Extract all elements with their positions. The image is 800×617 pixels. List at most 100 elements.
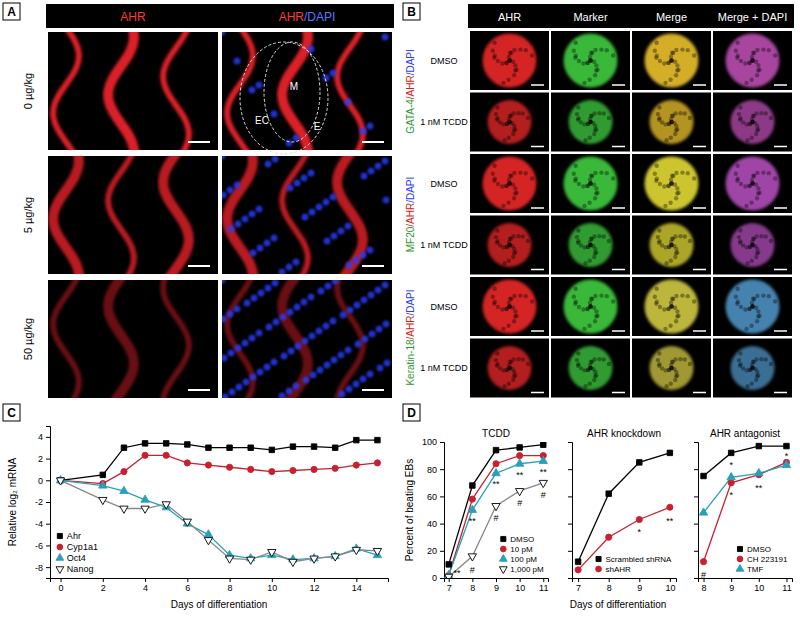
texture: [657, 228, 661, 232]
y-tick-label: 40: [427, 519, 437, 529]
nucleus: [330, 70, 337, 77]
micrograph-content: [726, 157, 780, 211]
texture: [607, 239, 611, 243]
nucleus: [346, 262, 353, 269]
texture: [735, 287, 739, 291]
texture: [737, 235, 741, 239]
texture: [593, 374, 597, 378]
texture: [611, 299, 615, 303]
nucleus: [323, 199, 330, 206]
nucleus: [236, 384, 243, 391]
texture: [755, 124, 759, 128]
texture: [495, 362, 499, 366]
series-line: [578, 453, 670, 562]
texture: [748, 245, 752, 249]
texture: [754, 378, 758, 382]
legend-marker: [596, 556, 601, 561]
x-tick-mark: [230, 578, 231, 582]
data-point: [205, 462, 211, 468]
texture: [683, 357, 687, 361]
data-point: [162, 502, 170, 509]
texture: [491, 172, 495, 176]
nucleus: [286, 264, 293, 271]
y-axis-line: [568, 443, 573, 579]
nucleus: [367, 371, 374, 378]
x-tick: 10: [754, 578, 764, 593]
texture: [656, 112, 660, 116]
texture: [764, 357, 768, 361]
texture: [657, 362, 661, 366]
texture: [592, 378, 596, 382]
embryoid-body: [726, 157, 780, 211]
embryoid-body: [650, 346, 694, 390]
legend: AhrCyp1a1Oct4Nanog: [56, 531, 98, 574]
legend-label: DMSO: [510, 535, 534, 544]
legend-marker: [500, 546, 506, 552]
y-tick: [694, 551, 698, 552]
texture: [656, 235, 660, 239]
texture: [504, 184, 508, 188]
x-tick-mark: [543, 578, 544, 582]
nucleus: [272, 156, 279, 163]
stain-band: [108, 32, 135, 150]
texture: [680, 170, 684, 174]
texture: [602, 111, 606, 115]
x-tick: 2: [101, 578, 106, 593]
texture: [756, 314, 760, 318]
data-point: [141, 506, 149, 513]
y-tick: -2: [35, 497, 50, 507]
nucleus: [338, 228, 345, 235]
y-tick-label: 80: [427, 465, 437, 475]
data-point: [493, 447, 498, 452]
texture: [495, 105, 499, 109]
micrograph-content: [564, 34, 618, 88]
texture: [524, 48, 528, 52]
data-point: [268, 550, 276, 557]
legend-marker: [499, 555, 507, 562]
scale-bar: [188, 389, 210, 391]
x-tick: 9: [637, 578, 642, 593]
texture: [666, 184, 670, 188]
nucleus: [303, 377, 310, 384]
texture: [674, 124, 678, 128]
y-tick-mark: [694, 551, 698, 552]
texture: [653, 295, 657, 299]
embryoid-body: [731, 346, 775, 390]
data-point: [446, 562, 451, 567]
x-tick: 11: [539, 578, 548, 593]
micrograph: [551, 93, 630, 152]
nucleus: [271, 111, 278, 118]
micrograph: [551, 31, 630, 90]
texture: [594, 68, 598, 72]
texture: [655, 177, 659, 181]
texture: [605, 294, 609, 298]
micrograph: [713, 216, 792, 275]
scale-bar: [693, 146, 706, 148]
nucleus: [382, 158, 389, 165]
micrograph: [551, 339, 630, 398]
texture: [526, 362, 530, 366]
micrograph: [222, 280, 392, 398]
texture: [748, 122, 752, 126]
texture: [671, 174, 675, 178]
nucleus: [294, 304, 301, 311]
data-point: [162, 503, 170, 510]
legend-marker: [57, 533, 62, 538]
data-point: [248, 445, 253, 450]
texture: [660, 120, 664, 124]
y-tick-label: 0: [432, 573, 437, 583]
panel-label-box: [3, 404, 20, 421]
row-label: DMSO: [431, 56, 458, 66]
texture: [735, 41, 739, 45]
texture: [674, 73, 678, 77]
y-tick-label: -2: [35, 497, 43, 507]
scale-bar: [612, 392, 625, 394]
texture: [516, 357, 520, 361]
micrograph-content: [650, 100, 694, 144]
y-tick-mark: [440, 496, 444, 497]
legend-marker: [736, 565, 744, 572]
texture: [669, 381, 673, 385]
x-tick-label: 2: [101, 583, 106, 593]
texture: [507, 300, 511, 304]
legend: DMSOCH 223191TMF: [736, 545, 788, 574]
